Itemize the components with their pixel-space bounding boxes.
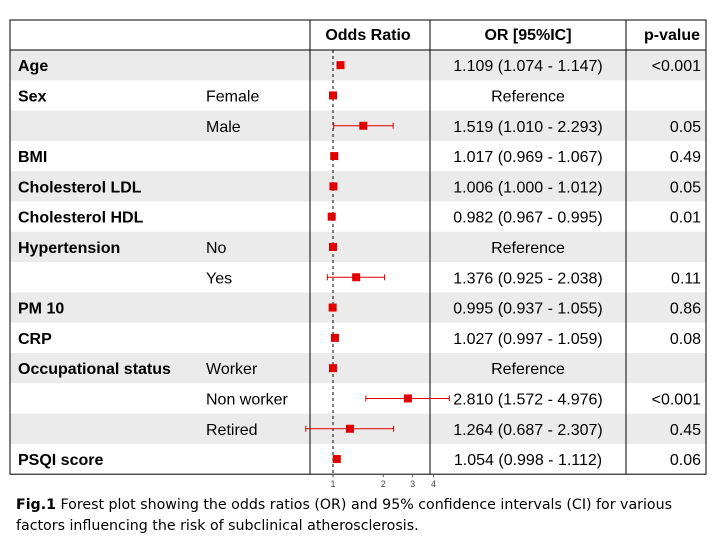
or-ci-value: Reference [491, 88, 565, 105]
level-label: Yes [206, 270, 232, 287]
p-value: 0.01 [670, 210, 701, 227]
or-ci-value: 1.054 (0.998 - 1.112) [454, 452, 602, 469]
row-shading [10, 231, 706, 263]
or-ci-value: 1.109 (1.074 - 1.147) [453, 58, 602, 75]
or-point-marker [352, 273, 361, 282]
figure-caption: Fig.1 Forest plot showing the odds ratio… [16, 495, 711, 537]
or-point-marker [359, 121, 368, 130]
factor-label: BMI [18, 149, 47, 166]
p-value-column-header: p-value [644, 27, 700, 44]
factor-label: PSQI score [18, 452, 103, 469]
table-border [9, 19, 707, 475]
or-ci-value: 1.519 (1.010 - 2.293) [453, 119, 602, 136]
or-ci-value: 1.027 (0.997 - 1.059) [453, 331, 602, 348]
level-label: Female [206, 88, 259, 105]
p-value: <0.001 [652, 58, 701, 75]
or-ci-value: Reference [491, 240, 565, 257]
level-label: Non worker [206, 391, 288, 408]
or-ci-value: 1.376 (0.925 - 2.038) [453, 270, 602, 287]
p-value: 0.06 [670, 452, 701, 469]
factor-label: Sex [18, 88, 47, 105]
caption-label: Fig.1 [16, 497, 56, 513]
or-ci-value: 1.017 (0.969 - 1.067) [453, 149, 602, 166]
or-ci-value: 1.006 (1.000 - 1.012) [453, 179, 602, 196]
p-value: 0.86 [670, 301, 701, 318]
p-value: <0.001 [652, 391, 701, 408]
p-value: 0.05 [670, 179, 701, 196]
row-shading [10, 353, 706, 384]
or-point-marker [329, 182, 338, 191]
or-ci-value: 0.982 (0.967 - 0.995) [453, 210, 602, 227]
level-label: No [206, 240, 227, 257]
or-point-marker [330, 333, 339, 342]
or-point-marker [328, 303, 337, 312]
or-point-marker [330, 152, 339, 161]
p-value: 0.05 [670, 119, 701, 136]
factor-label: Hypertension [18, 240, 120, 257]
or-ci-value: Reference [491, 361, 565, 378]
or-point-marker [403, 394, 412, 403]
level-label: Worker [206, 361, 258, 378]
row-shading [10, 292, 706, 323]
x-tick-label: 3 [410, 479, 415, 489]
or-ci-value: 0.995 (0.937 - 1.055) [453, 301, 602, 318]
plot-column-header: Odds Ratio [325, 27, 411, 44]
or-ci-value: 2.810 (1.572 - 4.976) [453, 391, 602, 408]
row-backgrounds [10, 50, 706, 444]
row-shading [10, 50, 706, 81]
level-label: Male [206, 119, 241, 136]
or-point-marker [332, 455, 341, 464]
or-point-marker [336, 61, 345, 70]
table-rows: Age 1.109 (1.074 - 1.147) <0.001 Sex Female R… [18, 58, 701, 469]
x-tick-label: 2 [381, 479, 386, 489]
factor-label: Cholesterol HDL [18, 210, 144, 227]
level-label: Retired [206, 422, 258, 439]
table-header: Odds Ratio OR [95%IC] p-value [325, 27, 700, 44]
p-value: 0.11 [671, 270, 701, 287]
row-shading [10, 171, 706, 202]
factor-label: Occupational status [18, 361, 171, 378]
p-value: 0.49 [670, 149, 701, 166]
factor-label: Cholesterol LDL [18, 179, 142, 196]
factor-label: PM 10 [18, 301, 64, 318]
factor-label: CRP [18, 331, 52, 348]
x-axis: 1 2 3 4 [330, 474, 436, 489]
or-ci-value: 1.264 (0.687 - 2.307) [453, 422, 602, 439]
p-value: 0.08 [670, 331, 701, 348]
p-value: 0.45 [670, 422, 701, 439]
factor-label: Age [18, 58, 48, 75]
forest-plot-area [305, 50, 450, 478]
or-point-marker [329, 364, 337, 373]
table-grid [9, 19, 707, 475]
x-tick-label: 1 [330, 479, 335, 489]
or-point-marker [327, 212, 336, 221]
x-tick-label: 4 [431, 479, 436, 489]
or-point-marker [345, 424, 354, 433]
or-column-header: OR [95%IC] [484, 27, 571, 44]
or-point-marker [329, 91, 337, 100]
or-point-marker [329, 242, 337, 251]
caption-text: Forest plot showing the odds ratios (OR)… [16, 497, 672, 534]
